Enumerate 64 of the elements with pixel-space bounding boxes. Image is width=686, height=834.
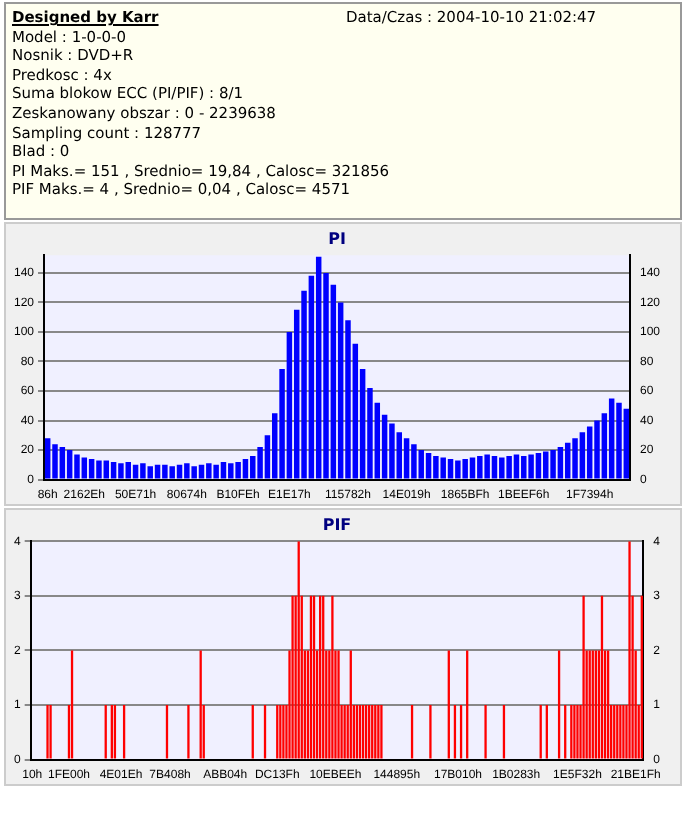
bar xyxy=(528,454,534,479)
chart-title: PIF xyxy=(322,515,352,534)
bar xyxy=(396,432,403,479)
bar xyxy=(513,454,520,479)
bar xyxy=(110,461,117,479)
bar xyxy=(586,426,593,479)
bar xyxy=(315,256,322,479)
bar xyxy=(191,466,197,479)
bar xyxy=(176,464,183,479)
bar xyxy=(44,438,51,479)
bar xyxy=(535,453,542,479)
bar xyxy=(162,464,168,479)
bar xyxy=(506,455,512,479)
bar xyxy=(477,455,483,479)
bar xyxy=(88,458,95,479)
bar xyxy=(425,453,432,479)
bar xyxy=(220,461,227,479)
bar xyxy=(608,398,615,479)
bar xyxy=(228,463,234,479)
bar xyxy=(140,463,146,479)
bar xyxy=(118,463,124,479)
bar xyxy=(66,450,73,479)
bar xyxy=(242,458,249,479)
bar xyxy=(594,420,600,479)
bar xyxy=(389,423,395,479)
bar xyxy=(184,463,190,479)
bar xyxy=(52,444,58,479)
bar xyxy=(447,458,454,479)
bar xyxy=(147,466,153,479)
bar xyxy=(250,455,256,479)
bar xyxy=(59,447,66,479)
bar xyxy=(543,451,549,479)
bar xyxy=(564,442,571,479)
bar xyxy=(557,447,564,479)
bar xyxy=(433,455,439,479)
bar xyxy=(403,438,410,479)
bar xyxy=(169,466,175,479)
bar xyxy=(198,464,205,479)
bar xyxy=(103,460,110,479)
bar xyxy=(74,454,80,479)
bar xyxy=(213,464,219,479)
bar xyxy=(411,444,417,479)
bar xyxy=(235,461,241,479)
bar xyxy=(499,457,505,479)
bar xyxy=(572,438,578,479)
bar xyxy=(616,402,622,479)
bar xyxy=(132,464,139,479)
bar xyxy=(81,457,88,479)
bar xyxy=(206,463,212,479)
bar xyxy=(491,455,498,479)
bar xyxy=(418,450,424,479)
bar xyxy=(455,460,461,479)
bar xyxy=(579,432,586,479)
bar xyxy=(521,455,527,479)
bar xyxy=(484,454,490,479)
bar xyxy=(623,408,630,479)
bar xyxy=(462,458,468,479)
bar xyxy=(125,461,131,479)
bar xyxy=(96,460,102,479)
bar xyxy=(550,450,556,479)
chart-title: PI xyxy=(328,229,346,248)
bar xyxy=(440,457,446,479)
bar xyxy=(154,464,161,479)
bar xyxy=(469,457,476,479)
